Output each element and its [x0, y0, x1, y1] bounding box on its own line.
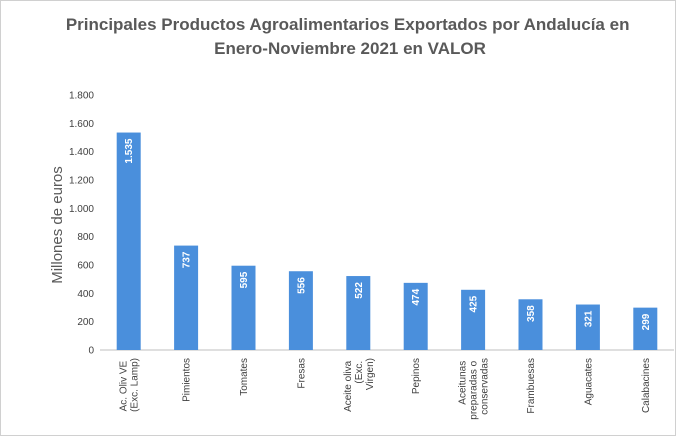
- bar: [174, 245, 199, 350]
- x-tick-label: Fresas: [296, 358, 307, 389]
- x-tick-label: Aceitunas preparadas o conservadas: [458, 358, 491, 420]
- x-tick-label: Frambuesas: [526, 358, 537, 414]
- y-tick-label: 0: [88, 346, 94, 357]
- y-tick-label: 1.400: [69, 147, 94, 158]
- y-tick-label: 1.800: [69, 91, 94, 102]
- x-tick-label: Tomates: [239, 358, 250, 396]
- value-label: 299: [641, 313, 652, 330]
- x-tick-label: Aguacates: [583, 358, 594, 405]
- value-label: 595: [239, 271, 250, 288]
- value-label: 737: [182, 251, 193, 268]
- value-label: 474: [411, 288, 422, 305]
- bar: [403, 282, 428, 350]
- y-axis-label: Millones de euros: [49, 166, 66, 284]
- value-label: 425: [469, 295, 480, 312]
- bar: [575, 304, 600, 350]
- value-label: 321: [583, 310, 594, 327]
- bar: [231, 265, 256, 350]
- bar: [461, 289, 486, 350]
- x-tick-label: Ac. Oliv VE (Exc. Lamp): [119, 358, 141, 412]
- bar: [288, 271, 313, 350]
- y-tick-label: 400: [77, 289, 94, 300]
- y-tick-label: 800: [77, 232, 94, 243]
- y-tick-label: 1.600: [69, 119, 94, 130]
- y-tick-label: 600: [77, 261, 94, 272]
- value-label: 358: [526, 305, 537, 322]
- x-tick-label: Pimientos: [182, 358, 193, 402]
- bar: [116, 132, 141, 350]
- value-label: 1.535: [124, 138, 135, 163]
- bar: [633, 307, 658, 350]
- y-tick-label: 1.000: [69, 204, 94, 215]
- x-tick-label: Pepinos: [411, 358, 422, 394]
- x-tick-label: Calabacines: [641, 358, 652, 413]
- x-tick-label: Aceite oliva (Exc. Virgen): [343, 358, 376, 412]
- chart-title: Principales Productos Agroalimentarios E…: [66, 15, 634, 58]
- y-tick-label: 1.200: [69, 176, 94, 187]
- y-tick-label: 200: [77, 317, 94, 328]
- bar: [518, 299, 543, 350]
- value-label: 556: [296, 277, 307, 294]
- value-label: 522: [354, 282, 365, 299]
- bar: [346, 276, 371, 350]
